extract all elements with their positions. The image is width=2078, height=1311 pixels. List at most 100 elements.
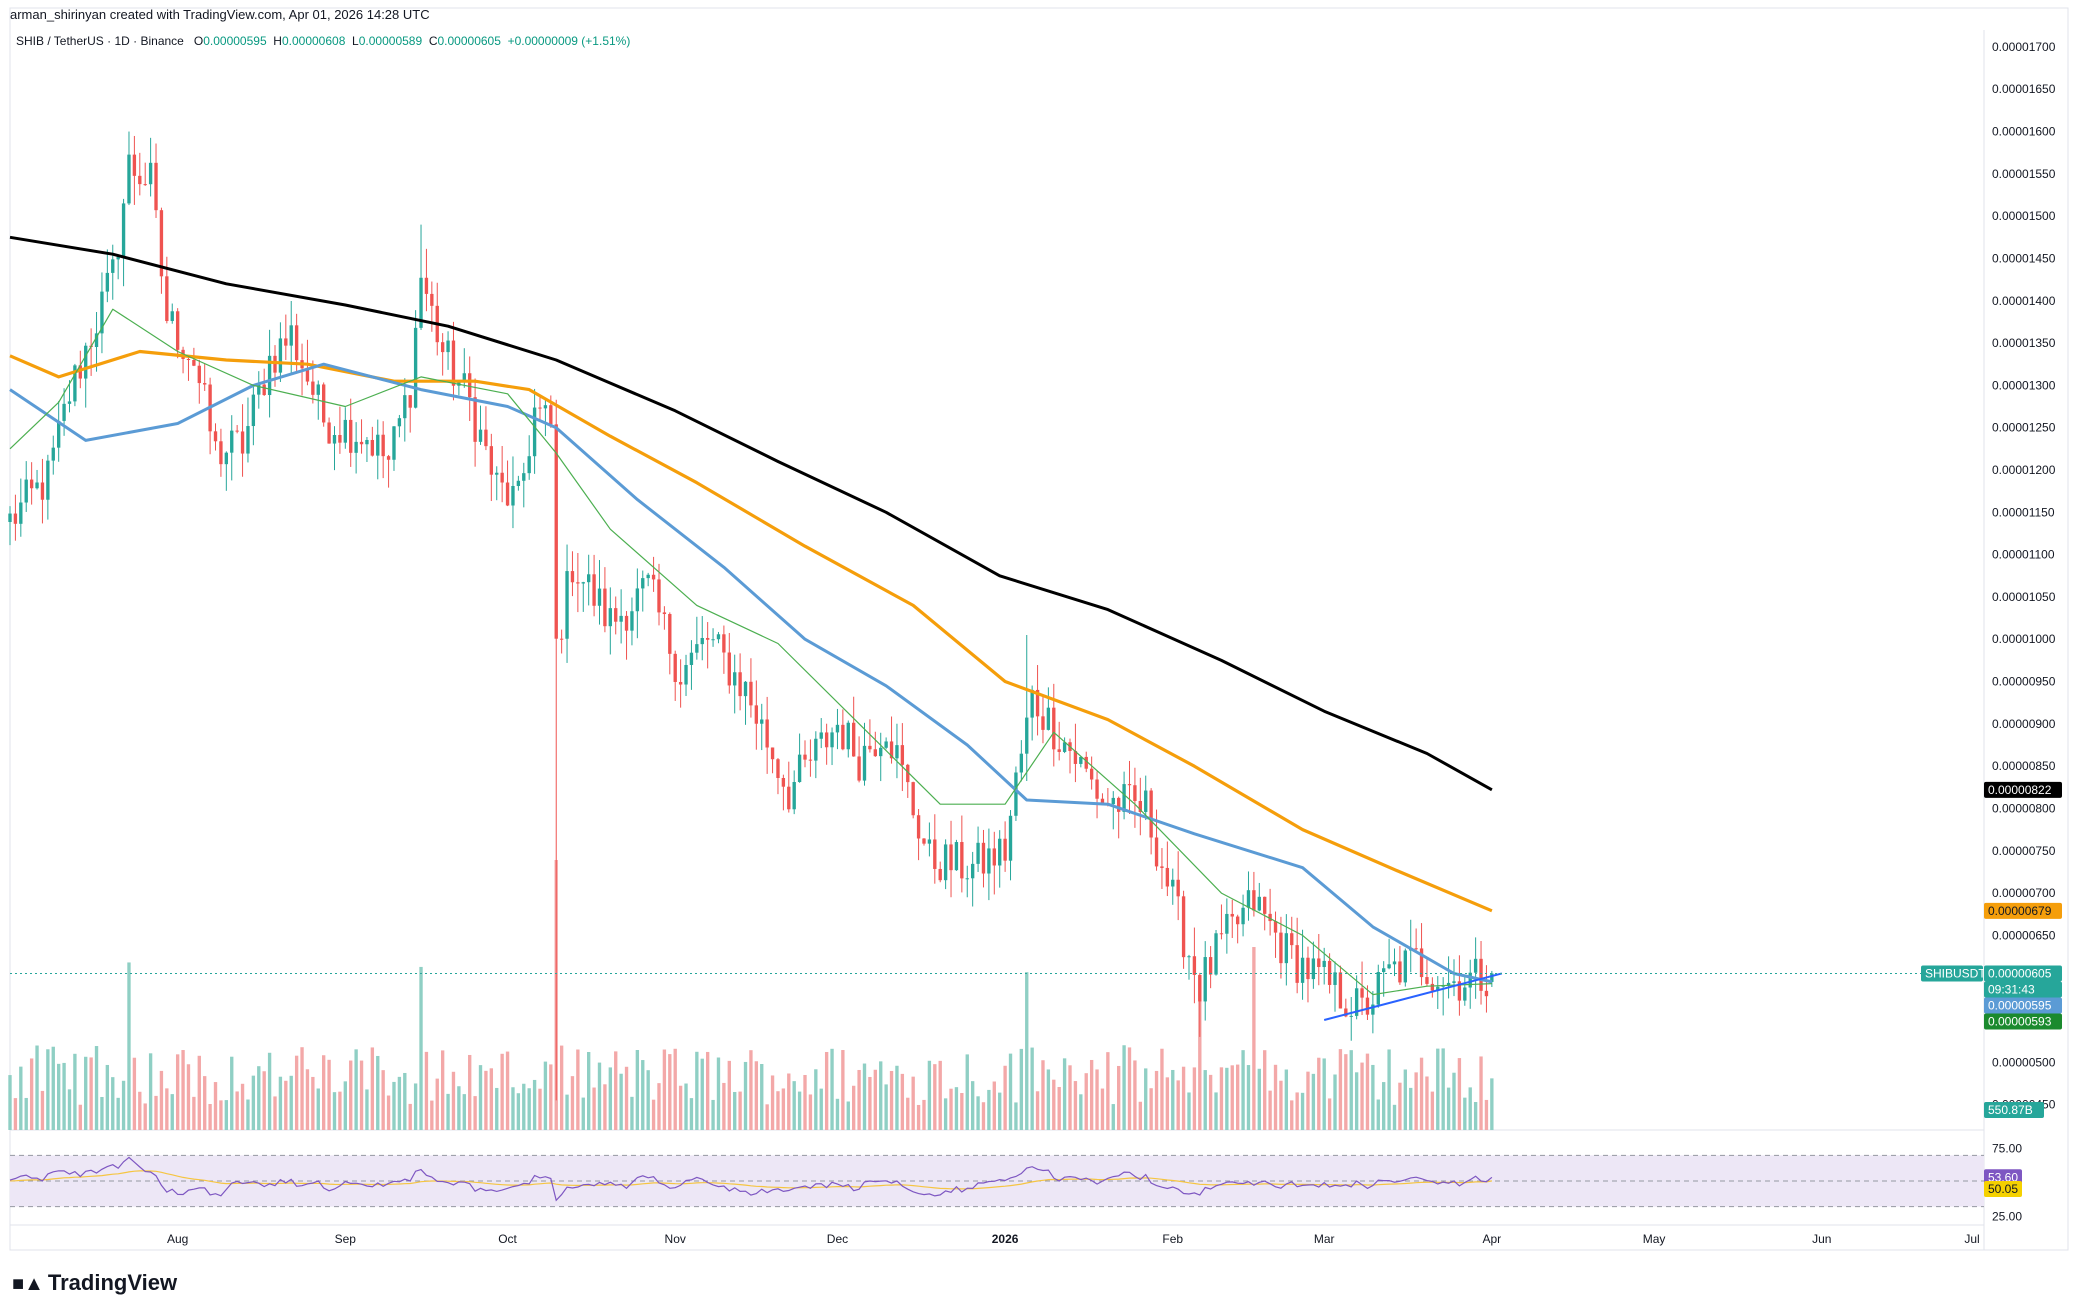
price-axis[interactable]: 0.00001700 0.00001650 0.00001600 0.00001550… (1992, 40, 2056, 1112)
volume-bar (857, 1069, 861, 1130)
volume-bar (1457, 1058, 1462, 1130)
candle (365, 437, 369, 463)
volume-bar (1203, 1070, 1207, 1130)
volume-bar (257, 1066, 261, 1130)
rsi-panel[interactable]: 75.00 25.00 (9, 1141, 2022, 1224)
volume-bar (1327, 1098, 1332, 1130)
volume-bar (1473, 1102, 1478, 1130)
price-tick-label: 0.00001150 (1992, 505, 2055, 519)
volume-bar (1425, 1076, 1429, 1130)
volume-bar (262, 1071, 266, 1130)
volume-bar (522, 1083, 526, 1130)
candle (835, 708, 840, 750)
candle (1295, 917, 1299, 994)
candlesticks (8, 131, 1494, 1101)
volume-bar (495, 1087, 499, 1130)
volume-bar (1111, 1104, 1115, 1130)
candle (765, 696, 769, 774)
volume-bar (127, 962, 131, 1130)
volume-bar (267, 1052, 272, 1130)
volume-bar (960, 1093, 964, 1130)
volume-bar (1068, 1065, 1072, 1130)
candle (1279, 916, 1283, 979)
volume-bar (722, 1082, 726, 1130)
price-tags: 0.00000822 0.00000679 SHIBUSDT 0.00000605 09… (1921, 781, 2062, 1197)
volume-bar (1171, 1069, 1175, 1130)
candle (1306, 946, 1310, 1003)
volume-bar (1122, 1045, 1126, 1130)
candle (787, 761, 791, 813)
candle (1117, 796, 1121, 839)
candle (1035, 665, 1040, 736)
candle (716, 631, 721, 644)
volume-bar (19, 1066, 23, 1130)
volume-bar (587, 1051, 591, 1130)
tradingview-branding[interactable]: ■▲ TradingView (12, 1270, 177, 1296)
candle (592, 554, 596, 617)
volume-bar (1403, 1069, 1407, 1130)
symbol-name[interactable]: SHIB / TetherUS · 1D · Binance (16, 34, 184, 48)
volume-bar (1046, 1069, 1051, 1130)
price-tick-label: 0.00001450 (1992, 251, 2056, 265)
volume-bar (148, 1053, 153, 1130)
time-axis[interactable]: Aug Sep Oct Nov Dec 2026 Feb Mar Apr May Jun Jul (167, 1232, 1980, 1246)
volume-bar (1354, 1072, 1359, 1130)
volume-bar (457, 1086, 461, 1130)
support-trendline[interactable] (1323, 972, 1503, 1021)
volume-bar (835, 1098, 840, 1130)
volume-bar (478, 1065, 483, 1130)
svg-text:SHIBUSDT: SHIBUSDT (1925, 966, 1986, 980)
volume-bar (965, 1054, 969, 1130)
symbol-legend[interactable]: SHIB / TetherUS · 1D · Binance O0.000005… (16, 34, 630, 48)
candle (159, 207, 164, 294)
volume-bar (489, 1068, 494, 1130)
candle (1290, 916, 1294, 959)
volume-bar (154, 1095, 158, 1130)
low-value: 0.00000589 (358, 34, 423, 48)
candle (435, 282, 439, 356)
svg-text:0.00000822: 0.00000822 (1988, 783, 2052, 797)
candle (927, 822, 932, 857)
open-value: 0.00000595 (203, 34, 267, 48)
volume-bar (289, 1075, 293, 1130)
volume-bar (94, 1046, 99, 1130)
candle (792, 770, 796, 815)
volume-bar (1106, 1052, 1110, 1130)
low-label: L (352, 34, 359, 48)
volume-bar (359, 1060, 364, 1130)
candle (154, 143, 158, 218)
svg-text:0.00000679: 0.00000679 (1988, 904, 2052, 918)
volume-bar (781, 1088, 786, 1130)
volume-bar (1463, 1097, 1467, 1130)
candle (489, 433, 494, 502)
candle (386, 454, 391, 488)
candle (19, 478, 23, 537)
volume-bar (246, 1099, 250, 1130)
candle (1138, 777, 1142, 836)
volume-bar (111, 1077, 115, 1130)
time-tick-label: Nov (665, 1232, 686, 1246)
candle (440, 333, 445, 376)
candle (1273, 911, 1278, 958)
volume-bar (419, 966, 423, 1130)
volume-bar (695, 1051, 699, 1130)
candle (619, 589, 623, 644)
candle (1214, 929, 1218, 976)
volume-bar (1208, 1074, 1213, 1130)
candle (608, 587, 612, 655)
volume-bar (1333, 1074, 1337, 1130)
volume-bar (1409, 1087, 1413, 1130)
candle (181, 346, 185, 374)
candle (700, 616, 704, 661)
candle (1181, 890, 1186, 969)
trendline[interactable] (1323, 972, 1503, 1021)
ma20-price-tag: 0.00000593 (1984, 1013, 2062, 1030)
symbol-price-tag: SHIBUSDT (1921, 965, 1986, 982)
volume-bar (705, 1051, 710, 1130)
volume-bar (614, 1051, 618, 1130)
candle (651, 556, 656, 592)
volume-bar (879, 1061, 883, 1130)
svg-text:0.00000595: 0.00000595 (1988, 998, 2052, 1012)
candle (1376, 964, 1380, 1008)
